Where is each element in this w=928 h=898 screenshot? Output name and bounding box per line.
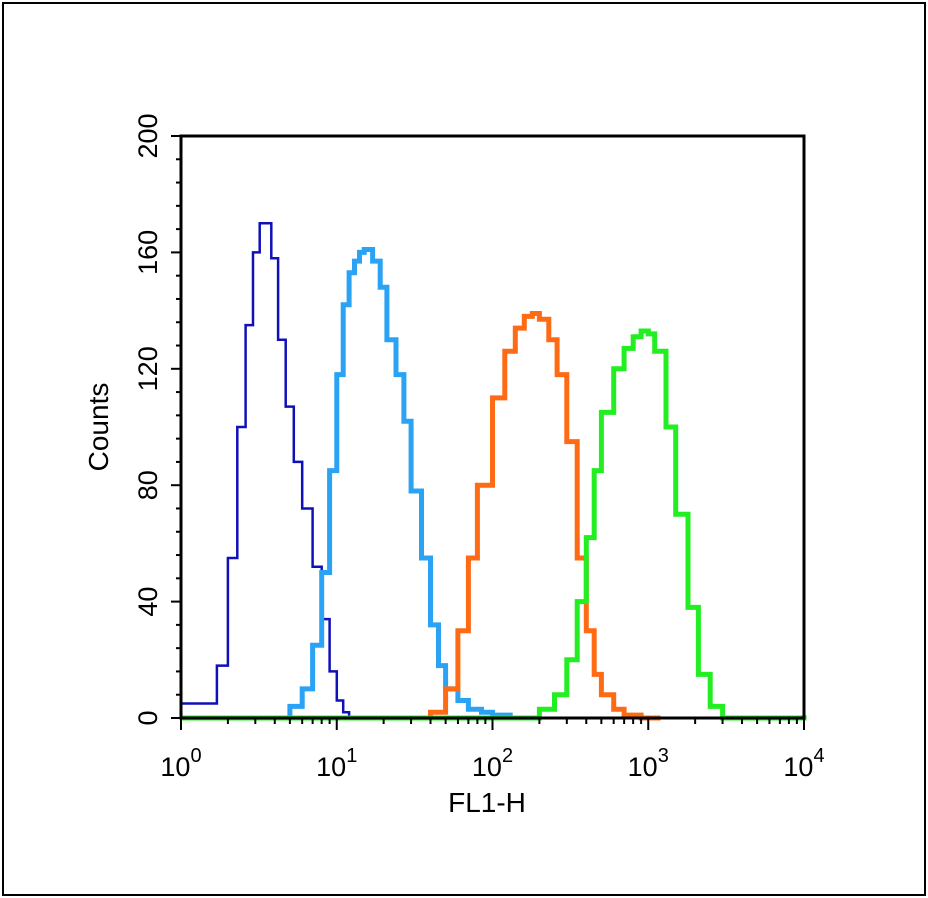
histogram-series-3 — [411, 311, 661, 721]
histogram-series-1 — [181, 222, 355, 720]
x-tick-label: 104 — [783, 745, 824, 782]
x-axis-label: FL1-H — [448, 787, 526, 818]
y-axis-label: Counts — [83, 383, 114, 472]
x-tick-label: 100 — [160, 745, 201, 782]
ticks-layer: 0 40 80 120 160 200 100 101 102 103 104 — [133, 113, 825, 782]
x-tick-label: 101 — [316, 745, 357, 782]
y-tick-label: 200 — [133, 113, 163, 158]
y-tick-label: 80 — [133, 470, 163, 500]
y-tick-label: 40 — [133, 587, 163, 617]
y-tick-label: 160 — [133, 230, 163, 275]
x-tick-label: 103 — [628, 745, 669, 782]
y-tick-label: 120 — [133, 346, 163, 391]
series-layer — [181, 222, 807, 721]
y-tick-label: 0 — [133, 710, 163, 725]
histogram-series-4 — [181, 328, 807, 721]
plot-area-border — [179, 134, 806, 720]
x-tick-label: 102 — [472, 745, 513, 782]
histogram-series-2 — [274, 247, 525, 721]
